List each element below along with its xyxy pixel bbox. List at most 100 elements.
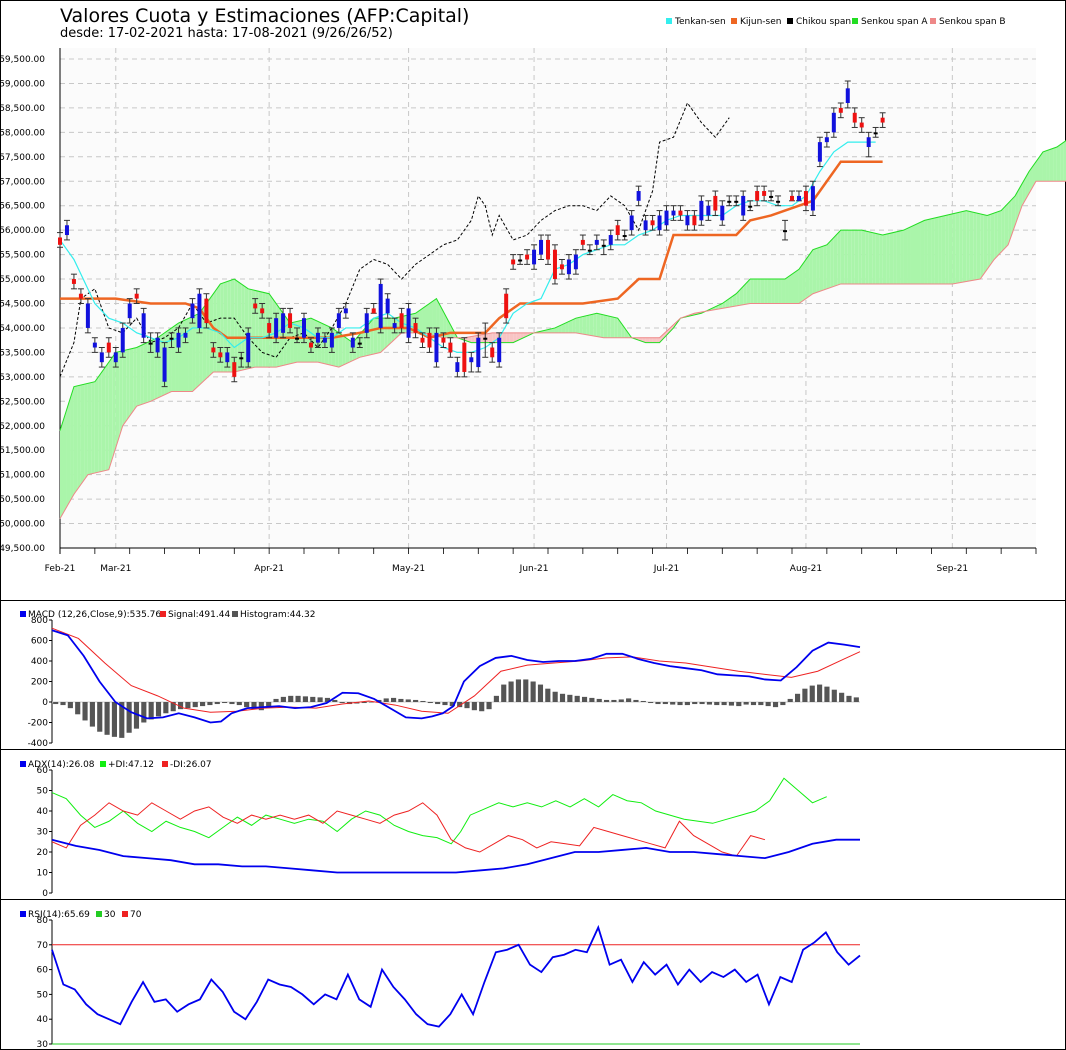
candle-body [308, 342, 313, 348]
cloud-segment [889, 232, 894, 284]
candle [858, 117, 865, 133]
cloud-segment [94, 376, 99, 474]
y-tick-label: $50,500.00 [0, 495, 45, 505]
cloud-segment [391, 318, 395, 343]
histogram-bar [97, 702, 103, 732]
candle-body [260, 308, 265, 314]
cloud-segment [586, 314, 590, 336]
cloud-segment [73, 385, 78, 495]
cloud-segment [1004, 203, 1009, 249]
cloud-segment [342, 335, 346, 366]
histogram-bar [82, 702, 88, 721]
cloud-segment [983, 214, 988, 275]
candle [294, 327, 301, 344]
candle [795, 190, 802, 202]
cloud-segment [1063, 140, 1066, 182]
candle-body [685, 215, 690, 226]
candle [238, 351, 245, 368]
cloud-segment [126, 349, 130, 421]
cloud-segment [757, 279, 761, 304]
cloud-segment [987, 214, 991, 270]
candle-body [315, 332, 320, 343]
y-tick-label: -200 [28, 719, 49, 729]
chart-subtitle: desde: 17-02-2021 hasta: 17-08-2021 (9/2… [60, 26, 393, 41]
histogram-bar [75, 702, 81, 715]
cloud-segment [589, 314, 594, 336]
cloud-segment [649, 337, 653, 343]
cloud-segment [948, 213, 953, 284]
legend-swatch [731, 18, 737, 24]
y-tick-label: 20 [37, 848, 49, 858]
cloud-segment [798, 264, 803, 304]
y-tick-label: 50 [37, 990, 49, 1000]
histogram-bar [200, 702, 206, 707]
histogram-bar [736, 702, 742, 707]
candle [768, 190, 775, 202]
histogram-bar [89, 702, 95, 727]
histogram-bar [133, 702, 140, 729]
price-legend: Tenkan-sen Kijun-sen Chikou span Senkou spa… [666, 17, 1006, 27]
candle [823, 131, 830, 148]
cloud-segment [223, 281, 228, 372]
x-tick-label: Aug-21 [790, 564, 822, 574]
cloud-segment [976, 213, 981, 280]
candle [809, 180, 816, 216]
cloud-segment [572, 318, 576, 333]
candle [475, 332, 482, 373]
candle [830, 107, 837, 138]
candle [112, 347, 119, 368]
y-tick-label: $52,500.00 [0, 397, 45, 407]
cloud-segment [363, 326, 367, 357]
x-tick-label: Sep-21 [937, 564, 969, 574]
candle-body [434, 332, 439, 363]
cloud-segment [593, 313, 597, 337]
y-tick-label: 50 [37, 787, 49, 797]
cloud-segment [551, 327, 555, 333]
rsi-line [51, 924, 861, 1028]
histogram-bar [640, 700, 646, 702]
cloud-segment [833, 233, 838, 287]
histogram-bar [670, 702, 676, 705]
cloud-segment [565, 321, 569, 333]
candle [496, 332, 503, 368]
candle [761, 185, 768, 202]
cloud-segment [809, 249, 813, 297]
cloud-segment [736, 290, 740, 306]
cloud-segment [443, 311, 447, 338]
y-tick-label: $55,000.00 [0, 275, 45, 285]
histogram-bar [604, 699, 610, 702]
cloud-segment [77, 385, 81, 490]
histogram-bar [339, 702, 345, 704]
legend-label: ADX(14):26.08 [28, 760, 95, 770]
candle-body [448, 342, 453, 353]
cloud-segment [788, 274, 792, 304]
histogram-bar [471, 702, 477, 711]
plus-di-line [51, 777, 827, 845]
cloud-segment [370, 318, 374, 355]
cloud-segment [969, 211, 974, 281]
histogram-bar [126, 702, 132, 733]
cloud-segment [129, 348, 134, 416]
candle [705, 200, 712, 221]
cloud-segment [764, 279, 768, 304]
candle [245, 327, 252, 368]
y-tick-label: 10 [37, 869, 49, 879]
histogram-bar [383, 698, 389, 702]
candle [224, 347, 231, 368]
candle [210, 342, 217, 358]
candle-body [183, 332, 188, 338]
candle [642, 214, 649, 236]
macd-line [51, 629, 861, 724]
x-tick-label: Apr-21 [254, 564, 284, 574]
candle [607, 229, 614, 251]
cloud-segment [136, 345, 141, 407]
candle-body [476, 337, 481, 368]
cloud-segment [903, 228, 908, 284]
histogram-bar [589, 697, 595, 702]
cloud-segment [324, 324, 329, 365]
legend-label: -DI:26.07 [170, 760, 212, 770]
cloud-segment [105, 362, 109, 471]
cloud-segment [994, 211, 998, 260]
macd-panel: 800 600 400 200 0 -200 -400 MACD (12,26,Close,9… [20, 610, 861, 749]
candle [91, 337, 98, 353]
